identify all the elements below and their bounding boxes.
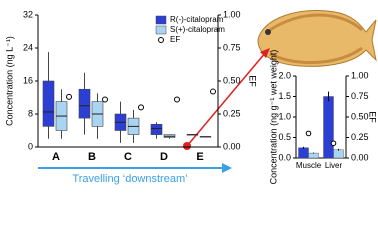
ef-point (66, 93, 72, 100)
x-tick-label: C (124, 151, 132, 163)
bar (323, 96, 334, 159)
red-arrowhead (260, 48, 270, 58)
y2-axis-label: EF (368, 111, 378, 123)
box (78, 88, 91, 119)
legend-marker (158, 37, 164, 43)
bar (298, 147, 309, 159)
y2-tick-label: 1.00 (223, 9, 241, 19)
figure: Travelling ‘downstream’ 0 8 16 24 32 0.00 0.25… (4, 9, 378, 185)
legend-swatch (155, 15, 167, 25)
y2-axis-label: EF (248, 75, 258, 87)
y2-tick-label: 0.25 (223, 108, 241, 118)
y2-tick-label: 0.00 (223, 141, 241, 151)
x-tick-label: Muscle (296, 161, 322, 170)
ef-point (138, 104, 144, 111)
red-arrow (186, 51, 267, 147)
x-tick-label: B (88, 151, 96, 163)
box (42, 80, 55, 127)
y-tick-label: 0 (28, 141, 33, 151)
y2-tick-label: 0.50 (223, 75, 241, 85)
legend-label: R(-)-citalopram (170, 15, 224, 24)
ef-point (102, 96, 108, 103)
ef-point (210, 88, 216, 95)
y-tick-label: 1.5 (278, 91, 291, 101)
y2-tick-label: 0.75 (223, 42, 241, 52)
y-axis-label: Concentration (ng g⁻¹ wet weight) (268, 50, 278, 185)
y-axis-label: Concentration (ng L⁻¹) (4, 36, 14, 126)
y2-tick-label: 0.75 (351, 91, 369, 101)
y-tick-label: 24 (23, 42, 33, 52)
ef-point (330, 140, 337, 147)
y-tick-label: 32 (23, 9, 33, 19)
y-tick-label: 2.0 (278, 70, 291, 80)
x-tick-label: D (160, 151, 168, 163)
legend-label: S(+)-citalopram (170, 25, 225, 34)
y-tick-label: 8 (28, 108, 33, 118)
y-tick-label: 16 (23, 75, 33, 85)
downstream-arrowhead (222, 163, 232, 173)
bar (308, 152, 319, 159)
y-tick-label: 0.0 (278, 152, 291, 162)
y-tick-label: 0.5 (278, 132, 291, 142)
x-axis-label: Travelling ‘downstream’ (72, 173, 187, 185)
ef-point (174, 96, 180, 103)
fish-illustration (257, 9, 377, 67)
y2-tick-label: 0.00 (351, 152, 369, 162)
box (150, 124, 163, 135)
y2-tick-label: 1.00 (351, 70, 369, 80)
y2-tick-label: 0.25 (351, 132, 369, 142)
legend-label: EF (170, 35, 180, 44)
y-tick-label: 1.0 (278, 111, 291, 121)
x-tick-label: E (196, 151, 203, 163)
red-dot (183, 142, 191, 150)
y2-tick-label: 0.50 (351, 111, 369, 121)
ef-point (305, 130, 312, 137)
legend-swatch (155, 25, 167, 35)
x-tick-label: Liver (325, 161, 343, 170)
x-tick-label: A (52, 151, 60, 163)
axis-frame (295, 76, 347, 159)
bar (333, 149, 344, 159)
